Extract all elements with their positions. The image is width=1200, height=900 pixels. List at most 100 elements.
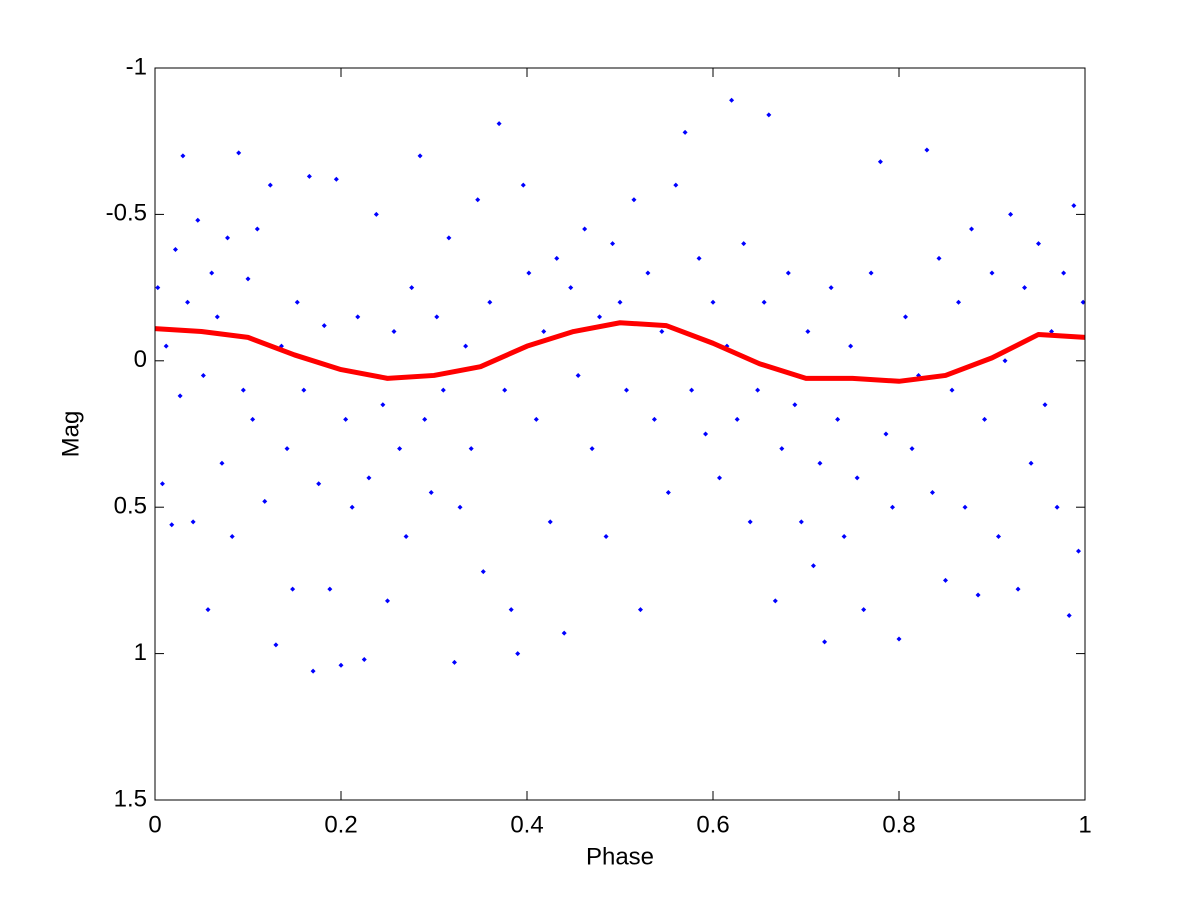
data-point [349,504,355,510]
y-axis-label: Mag [57,411,84,458]
data-point [502,387,508,393]
data-point [177,393,183,399]
data-point [1022,285,1028,291]
data-point [772,598,778,604]
data-point [828,285,834,291]
data-point [428,490,434,496]
data-point [734,416,740,422]
data-point [805,329,811,335]
data-point [422,416,428,422]
data-point [310,668,316,674]
data-point [877,159,883,165]
trend-line [154,320,1086,384]
data-point [1036,241,1041,247]
data-point [185,299,191,305]
data-point [385,598,390,604]
data-point [673,182,679,188]
data-point [373,211,379,217]
data-point [225,235,231,241]
data-point [589,446,595,452]
data-point [810,563,816,569]
data-point [651,416,657,422]
data-point [929,490,935,496]
data-point [526,270,532,276]
data-point [610,241,616,247]
data-point [989,270,995,276]
data-point [284,446,290,452]
data-point [306,173,312,179]
data-point [996,533,1002,539]
data-point [397,446,403,452]
data-point [1042,402,1048,408]
data-point [209,270,215,276]
data-point [969,226,975,232]
data-point [659,329,665,335]
data-point [533,416,539,422]
data-point [355,314,361,320]
data-point [868,270,874,276]
data-point [290,586,296,592]
data-point [417,153,423,159]
data-point [229,533,235,539]
data-point [301,387,307,393]
data-point [962,504,968,510]
data-point [956,299,962,305]
data-point [273,642,279,648]
data-point [883,431,889,437]
y-tick-label: -1 [126,53,147,80]
data-point [854,475,860,481]
data-point [903,314,909,320]
data-point [267,182,273,188]
x-tick-label: 0.2 [324,811,357,838]
data-point [440,387,446,393]
y-tick-label: 0 [134,346,147,373]
data-point [617,299,623,305]
data-point [294,299,300,305]
data-point [848,343,854,349]
data-point [665,490,671,496]
data-point [366,475,372,481]
data-point [547,519,553,525]
data-point [380,402,386,408]
data-point [822,639,828,645]
data-point [457,504,463,510]
data-point [245,276,251,282]
data-point [451,659,457,665]
data-point [468,446,474,452]
data-point [597,314,603,320]
data-point [817,460,823,466]
data-point [624,387,630,393]
data-point [896,636,902,642]
x-tick-label: 1 [1078,811,1091,838]
data-point [200,372,206,378]
data-point [333,176,339,182]
data-point [361,656,367,662]
data-point [1075,548,1081,554]
data-point [250,416,256,422]
data-point [943,577,948,583]
data-point [861,607,867,613]
data-point [755,387,761,393]
data-point [703,431,709,437]
data-point [949,387,955,393]
data-point [936,255,942,261]
data-point [554,255,560,261]
x-tick-label: 0.4 [510,811,543,838]
data-point [561,630,567,636]
data-point [682,129,688,135]
data-point [1054,504,1060,510]
data-point [631,197,637,203]
plot-frame [154,67,1086,801]
data-point [262,498,268,504]
data-point [924,147,930,153]
data-point [475,197,481,203]
data-point [236,150,242,156]
data-point [798,519,804,525]
data-point [792,402,798,408]
data-point [696,255,702,261]
data-point [195,217,201,223]
data-point [645,270,651,276]
data-point [338,662,344,668]
data-point [434,314,440,320]
